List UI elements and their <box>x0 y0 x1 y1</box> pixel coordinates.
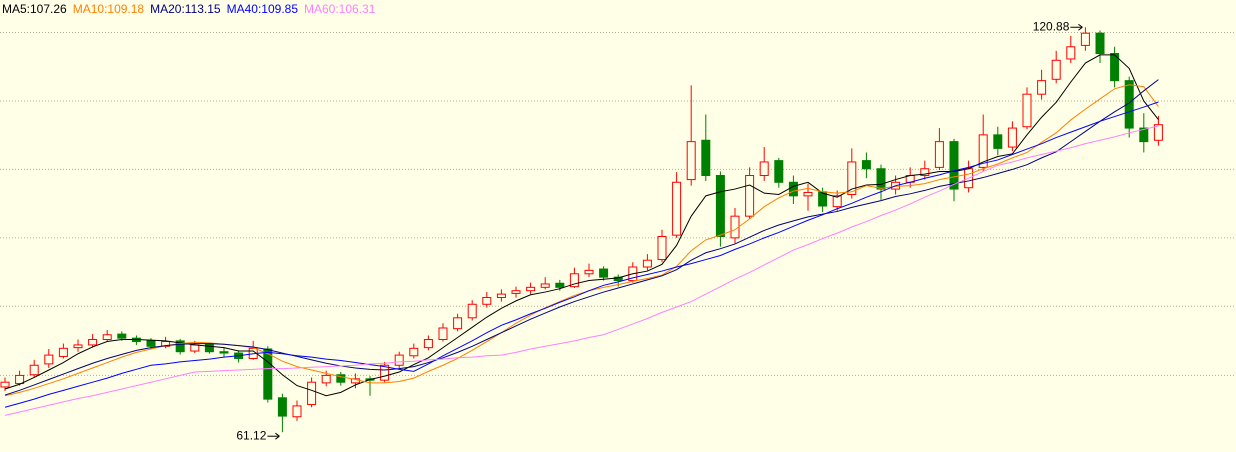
candle-body <box>672 181 682 236</box>
min-label: 61.12 <box>236 428 266 442</box>
legend-entry: MA5:107.26 <box>2 2 67 16</box>
ma-line <box>4 79 1159 396</box>
candle-body <box>453 317 463 330</box>
candle-body <box>496 293 506 298</box>
candle-body <box>321 374 331 384</box>
arrow-head <box>275 432 280 440</box>
arrow-head <box>1078 23 1083 31</box>
candle-body <box>1080 32 1090 46</box>
candle-body <box>584 269 594 275</box>
candle-body <box>832 195 842 208</box>
candle-body <box>1110 53 1120 82</box>
candle-body <box>774 160 784 183</box>
candle-body <box>263 348 273 400</box>
candle-body <box>540 283 550 288</box>
candle-body <box>204 343 214 353</box>
candle-body <box>1095 32 1105 55</box>
candle-body <box>58 347 68 357</box>
candle-body <box>1037 80 1047 95</box>
candle-body <box>336 374 346 383</box>
candle-body <box>219 351 229 354</box>
candle-body <box>277 397 287 417</box>
legend-entry: MA60:106.31 <box>304 2 376 16</box>
candle-body <box>613 276 623 282</box>
candle-body <box>949 141 959 190</box>
candle-body <box>409 347 419 357</box>
candle-body <box>847 161 857 195</box>
candle-body <box>715 175 725 238</box>
legend-entry: MA10:109.18 <box>73 2 145 16</box>
candle-body <box>146 340 156 347</box>
candle-body <box>1124 80 1134 129</box>
candle-body <box>745 175 755 217</box>
candle-body <box>569 273 579 288</box>
candle-body <box>1139 127 1149 143</box>
candle-body <box>15 374 25 385</box>
candle-body <box>861 160 871 170</box>
candle-body <box>657 236 667 261</box>
candle-body <box>117 333 127 339</box>
candle-body <box>292 405 302 418</box>
candle-body <box>555 282 565 288</box>
candle-body <box>920 168 930 177</box>
candle-body <box>788 181 798 197</box>
candle-body <box>599 268 609 278</box>
candle-body <box>44 354 54 365</box>
candle-body <box>29 364 39 376</box>
candle-body <box>88 339 98 346</box>
candle-body <box>526 286 536 292</box>
candle-body <box>394 354 404 366</box>
candle-body <box>1007 127 1017 148</box>
candle-body <box>934 141 944 168</box>
candle-body <box>161 341 171 347</box>
candle-body <box>978 134 988 168</box>
candle-body <box>511 290 521 294</box>
candle-body <box>759 161 769 177</box>
candle-body <box>175 340 185 353</box>
candle-body <box>423 339 433 349</box>
candle-body <box>102 334 112 341</box>
ma-line <box>4 125 1159 416</box>
candle-body <box>876 168 886 190</box>
candle-body <box>1051 59 1061 80</box>
candle-body <box>438 327 448 341</box>
candle-body <box>730 215 740 239</box>
ma-line <box>4 84 1159 397</box>
candle-body <box>1066 46 1076 60</box>
candle-body <box>642 259 652 268</box>
candle-body <box>467 303 477 319</box>
candle-body <box>380 364 390 381</box>
ma-line <box>4 54 1159 397</box>
candle-body <box>993 134 1003 149</box>
candle-body <box>1022 93 1032 128</box>
legend-entry: MA40:109.85 <box>227 2 299 16</box>
candle-body <box>803 191 813 197</box>
max-label: 120.88 <box>1033 19 1070 33</box>
candle-body <box>190 344 200 352</box>
ma-line <box>4 101 1159 408</box>
candle-body <box>0 381 10 388</box>
candle-body <box>482 296 492 305</box>
legend-entry: MA20:113.15 <box>150 2 221 16</box>
candle-body <box>701 139 711 177</box>
candle-body <box>73 344 83 349</box>
candle-body <box>307 381 317 406</box>
candle-body <box>686 141 696 181</box>
candle-body <box>1153 124 1163 141</box>
